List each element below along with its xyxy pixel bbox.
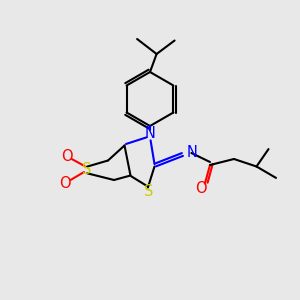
Text: S: S — [144, 184, 153, 199]
Text: N: N — [187, 145, 197, 160]
Text: O: O — [195, 181, 207, 196]
Text: O: O — [60, 176, 71, 191]
Text: N: N — [145, 126, 155, 141]
Text: O: O — [61, 148, 72, 164]
Text: S: S — [82, 161, 92, 176]
